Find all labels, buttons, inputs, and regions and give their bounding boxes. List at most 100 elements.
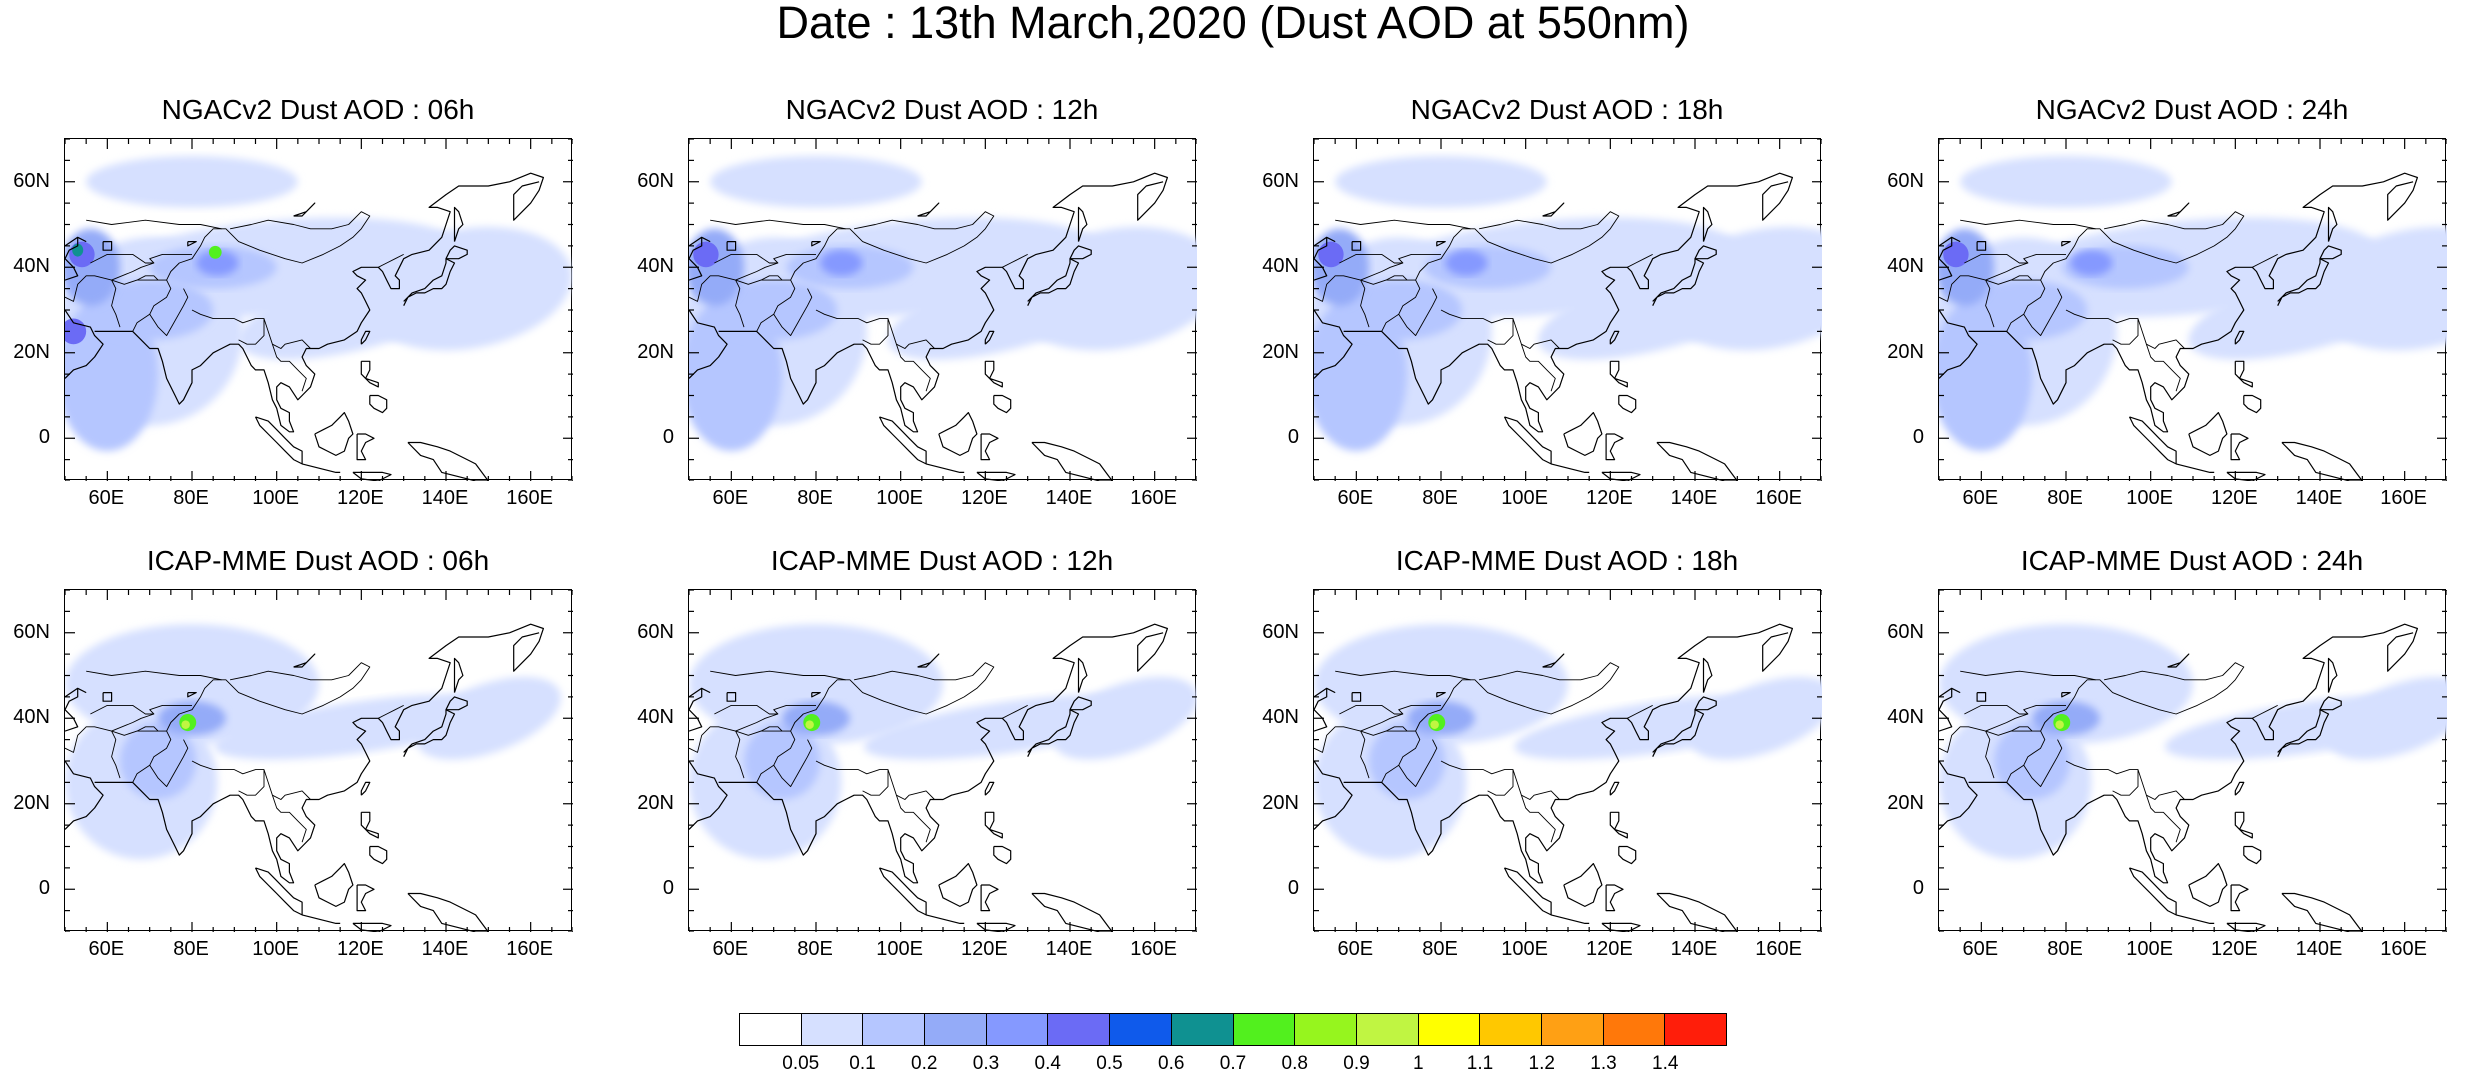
coastline	[1503, 416, 1552, 465]
country-border	[65, 275, 112, 302]
country-border	[1002, 253, 1028, 268]
aod-shading	[69, 241, 95, 268]
panel-title: NGACv2 Dust AOD : 12h	[785, 94, 1099, 125]
country-border	[86, 670, 222, 681]
lat-tick-label: 0	[38, 877, 50, 900]
coastline	[1563, 863, 1603, 907]
coastline	[1939, 760, 1978, 830]
coastline	[1550, 914, 1590, 924]
coastline	[2128, 416, 2177, 465]
aod-shading	[415, 676, 561, 760]
country-border	[271, 795, 307, 843]
aod-shading	[196, 250, 239, 276]
lat-tick-label: 20N	[13, 340, 50, 363]
lat-tick-label: 0	[1912, 877, 1924, 900]
country-border	[1360, 662, 1620, 736]
colorbar-swatch	[925, 1014, 987, 1045]
country-border	[714, 253, 778, 264]
coastline	[2277, 258, 2330, 306]
dust-aod-field	[1939, 590, 2447, 932]
country-border	[1360, 279, 1370, 328]
colorbar-swatch	[1480, 1014, 1542, 1045]
lon-tick-label: 140E	[2295, 938, 2343, 960]
country-border	[1440, 309, 1514, 345]
coastline	[1314, 237, 1328, 281]
colorbar-swatch	[801, 1014, 864, 1045]
lat-tick-label: 60N	[637, 620, 674, 643]
coastline	[1939, 687, 1961, 698]
coastline	[2234, 360, 2253, 388]
country-border	[191, 760, 265, 796]
coastline	[811, 240, 821, 247]
coastline	[356, 433, 375, 461]
colorbar-label: 0.4	[1034, 1053, 1061, 1074]
aod-shading	[1430, 720, 1439, 729]
country-border	[689, 275, 736, 302]
coastline	[689, 309, 728, 379]
colorbar-swatch	[1603, 1014, 1666, 1045]
aod-shading	[1335, 280, 1463, 340]
aod-shading	[2327, 676, 2447, 760]
coastline	[878, 416, 927, 465]
country-border	[86, 219, 222, 230]
country-border	[378, 253, 404, 268]
lat-tick-label: 0	[662, 877, 674, 900]
country-border	[1964, 704, 2028, 715]
country-border	[1520, 795, 1556, 843]
coastline	[980, 884, 999, 912]
country-border	[1960, 219, 2096, 230]
aod-shading	[710, 156, 922, 208]
colorbar-swatch	[1233, 1014, 1296, 1045]
coastline	[2188, 863, 2228, 907]
coastline	[2281, 441, 2363, 481]
page-title: Date : 13th March,2020 (Dust AOD at 550n…	[776, 0, 1690, 48]
coastline	[1968, 172, 2418, 433]
country-border	[1985, 253, 2066, 281]
coastline	[1601, 922, 1641, 932]
coastline	[1656, 892, 1738, 932]
coastline	[2175, 914, 2215, 924]
coastline	[65, 687, 87, 698]
dust-aod-field	[1314, 590, 1822, 932]
coastline	[1694, 696, 1717, 711]
country-border	[1960, 670, 2096, 681]
aod-shading	[1335, 156, 1547, 208]
coastline	[2319, 245, 2342, 260]
lat-tick-label: 60N	[1262, 620, 1299, 643]
coastline	[2327, 206, 2338, 242]
coastline	[1069, 696, 1092, 711]
coastline	[689, 236, 711, 247]
country-border	[1964, 253, 2028, 264]
lon-tick-label: 140E	[2295, 487, 2343, 509]
country-border	[2065, 760, 2139, 796]
country-border	[2010, 726, 2033, 732]
country-border	[735, 730, 745, 779]
lat-tick-label: 0	[1287, 877, 1299, 900]
country-border	[1520, 344, 1556, 392]
aod-shading	[1011, 226, 1197, 351]
axis-ticks	[65, 139, 573, 481]
aod-shading	[820, 250, 863, 276]
panel-title: NGACv2 Dust AOD : 18h	[1410, 94, 1724, 125]
coastline	[360, 360, 379, 388]
country-border	[2023, 739, 2063, 788]
coastline	[65, 760, 104, 830]
lon-tick-label: 80E	[1422, 938, 1458, 960]
country-border	[111, 662, 371, 736]
lon-tick-label: 120E	[336, 487, 384, 509]
country-border	[887, 318, 935, 349]
lat-tick-label: 20N	[1887, 791, 1924, 814]
country-border	[111, 211, 371, 285]
coastline	[1343, 172, 1793, 433]
lon-tick-label: 120E	[960, 487, 1008, 509]
lat-tick-label: 60N	[1262, 169, 1299, 192]
coastline	[65, 309, 104, 379]
coastline	[65, 688, 79, 732]
lat-tick-label: 0	[1912, 426, 1924, 449]
panel-title: ICAP-MME Dust AOD : 12h	[770, 545, 1114, 576]
lat-tick-label: 20N	[637, 340, 674, 363]
coastline	[369, 394, 388, 414]
coastline	[984, 781, 995, 796]
coastline	[1436, 240, 1446, 247]
coastline	[1968, 623, 2418, 884]
